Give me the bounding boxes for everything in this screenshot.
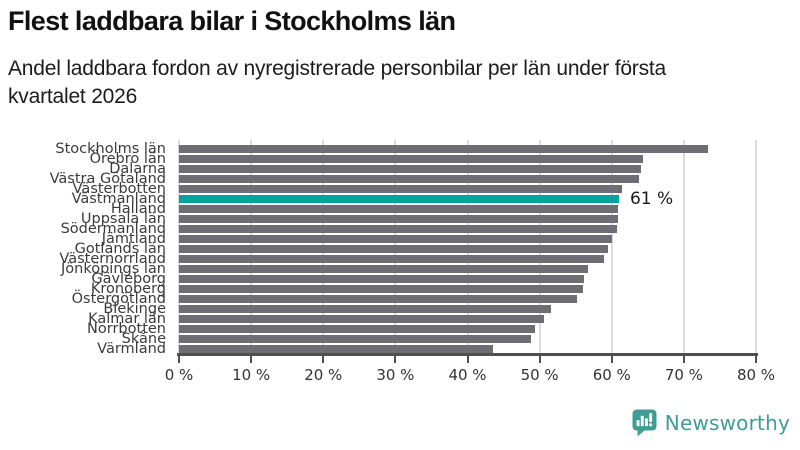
- highlight-value-label: 61 %: [629, 189, 674, 209]
- logo-bar-short: [636, 420, 640, 427]
- x-axis-line: [177, 353, 758, 356]
- axis-tick-30: [394, 356, 397, 363]
- gridline-60: [610, 140, 613, 353]
- bar-uppsala-l-n: [179, 215, 618, 223]
- logo-exclamation-dot: [648, 423, 653, 427]
- newsworthy-logo-text: Newsworthy: [664, 411, 790, 435]
- category-label: Västmanland: [71, 191, 166, 207]
- bar-blekinge: [179, 305, 552, 313]
- chart-subtitle-line-1: Andel laddbara fordon av nyregistrerade …: [8, 57, 667, 80]
- bar-j-mtland: [179, 235, 613, 243]
- newsworthy-logo: Newsworthy: [632, 409, 790, 437]
- bar-stockholms-l-n: [179, 145, 709, 153]
- bar-g-vleborg: [179, 275, 584, 283]
- logo-bar-tall: [640, 415, 644, 427]
- category-label: Södermanland: [60, 221, 166, 237]
- axis-tick-0: [178, 356, 180, 363]
- category-label: Skåne: [121, 331, 166, 347]
- category-label: Kronoberg: [90, 281, 166, 297]
- chart-subtitle: Andel laddbara fordon av nyregistrerade …: [8, 55, 666, 111]
- category-label: Stockholms län: [55, 141, 166, 157]
- category-label: Östergötland: [71, 291, 166, 307]
- category-label: Gävleborg: [91, 271, 166, 287]
- category-label: Västernorrland: [59, 251, 166, 267]
- chart-subtitle-line-2: kvartalet 2026: [8, 85, 138, 108]
- bar-kronoberg: [179, 285, 583, 293]
- bar-kalmar-l-n: [179, 315, 544, 323]
- axis-tick-20: [322, 356, 325, 363]
- bar-v-stmanland: [179, 195, 619, 203]
- bar-v-stra-g-taland: [179, 175, 640, 183]
- bar-dalarna: [179, 165, 641, 173]
- category-label: Örebro län: [89, 151, 166, 167]
- bar-v-sternorrland: [179, 255, 604, 263]
- axis-tick-label: 70 %: [664, 366, 703, 384]
- category-label: Jämtland: [101, 231, 166, 247]
- bar-v-rmland: [179, 345, 493, 353]
- category-label: Gotlands län: [74, 241, 166, 257]
- category-label: Västra Götaland: [49, 171, 166, 187]
- axis-tick-label: 30 %: [376, 366, 415, 384]
- category-label: Norrbotten: [87, 321, 166, 337]
- axis-tick-80: [755, 356, 757, 363]
- category-label: Jönköpings län: [61, 261, 166, 277]
- bar-j-nk-pings-l-n: [179, 265, 588, 273]
- axis-tick-70: [682, 356, 685, 363]
- bar-s-dermanland: [179, 225, 617, 233]
- axis-tick-label: 0 %: [164, 366, 194, 384]
- category-label: Värmland: [97, 341, 166, 357]
- category-label: Dalarna: [109, 161, 166, 177]
- logo-exclamation-stem: [648, 413, 652, 423]
- category-label: Västerbotten: [72, 181, 166, 197]
- bar-norrbotten: [179, 325, 535, 333]
- axis-tick-50: [538, 356, 541, 363]
- bar-v-sterbotten: [179, 185, 622, 193]
- axis-tick-label: 60 %: [592, 366, 631, 384]
- category-label: Kalmar län: [88, 311, 166, 327]
- axis-tick-label: 20 %: [304, 366, 343, 384]
- category-label: Halland: [110, 201, 166, 217]
- category-label: Blekinge: [103, 301, 166, 317]
- axis-tick-10: [250, 356, 253, 363]
- bar-halland: [179, 205, 619, 213]
- bar--sterg-tland: [179, 295, 578, 303]
- axis-tick-label: 10 %: [232, 366, 271, 384]
- newsworthy-logo-icon: [632, 409, 657, 437]
- chart-title: Flest laddbara bilar i Stockholms län: [8, 6, 456, 36]
- gridline-70: [682, 140, 685, 353]
- logo-bar-medium: [644, 418, 648, 427]
- category-label: Uppsala län: [80, 211, 166, 227]
- axis-tick-40: [466, 356, 469, 363]
- bar-sk-ne: [179, 335, 531, 343]
- axis-tick-label: 40 %: [448, 366, 487, 384]
- axis-tick-label: 80 %: [736, 366, 776, 384]
- bar--rebro-l-n: [179, 155, 643, 163]
- bar-gotlands-l-n: [179, 245, 609, 253]
- axis-tick-60: [610, 356, 613, 363]
- axis-tick-label: 50 %: [520, 366, 559, 384]
- gridline-80: [755, 140, 757, 353]
